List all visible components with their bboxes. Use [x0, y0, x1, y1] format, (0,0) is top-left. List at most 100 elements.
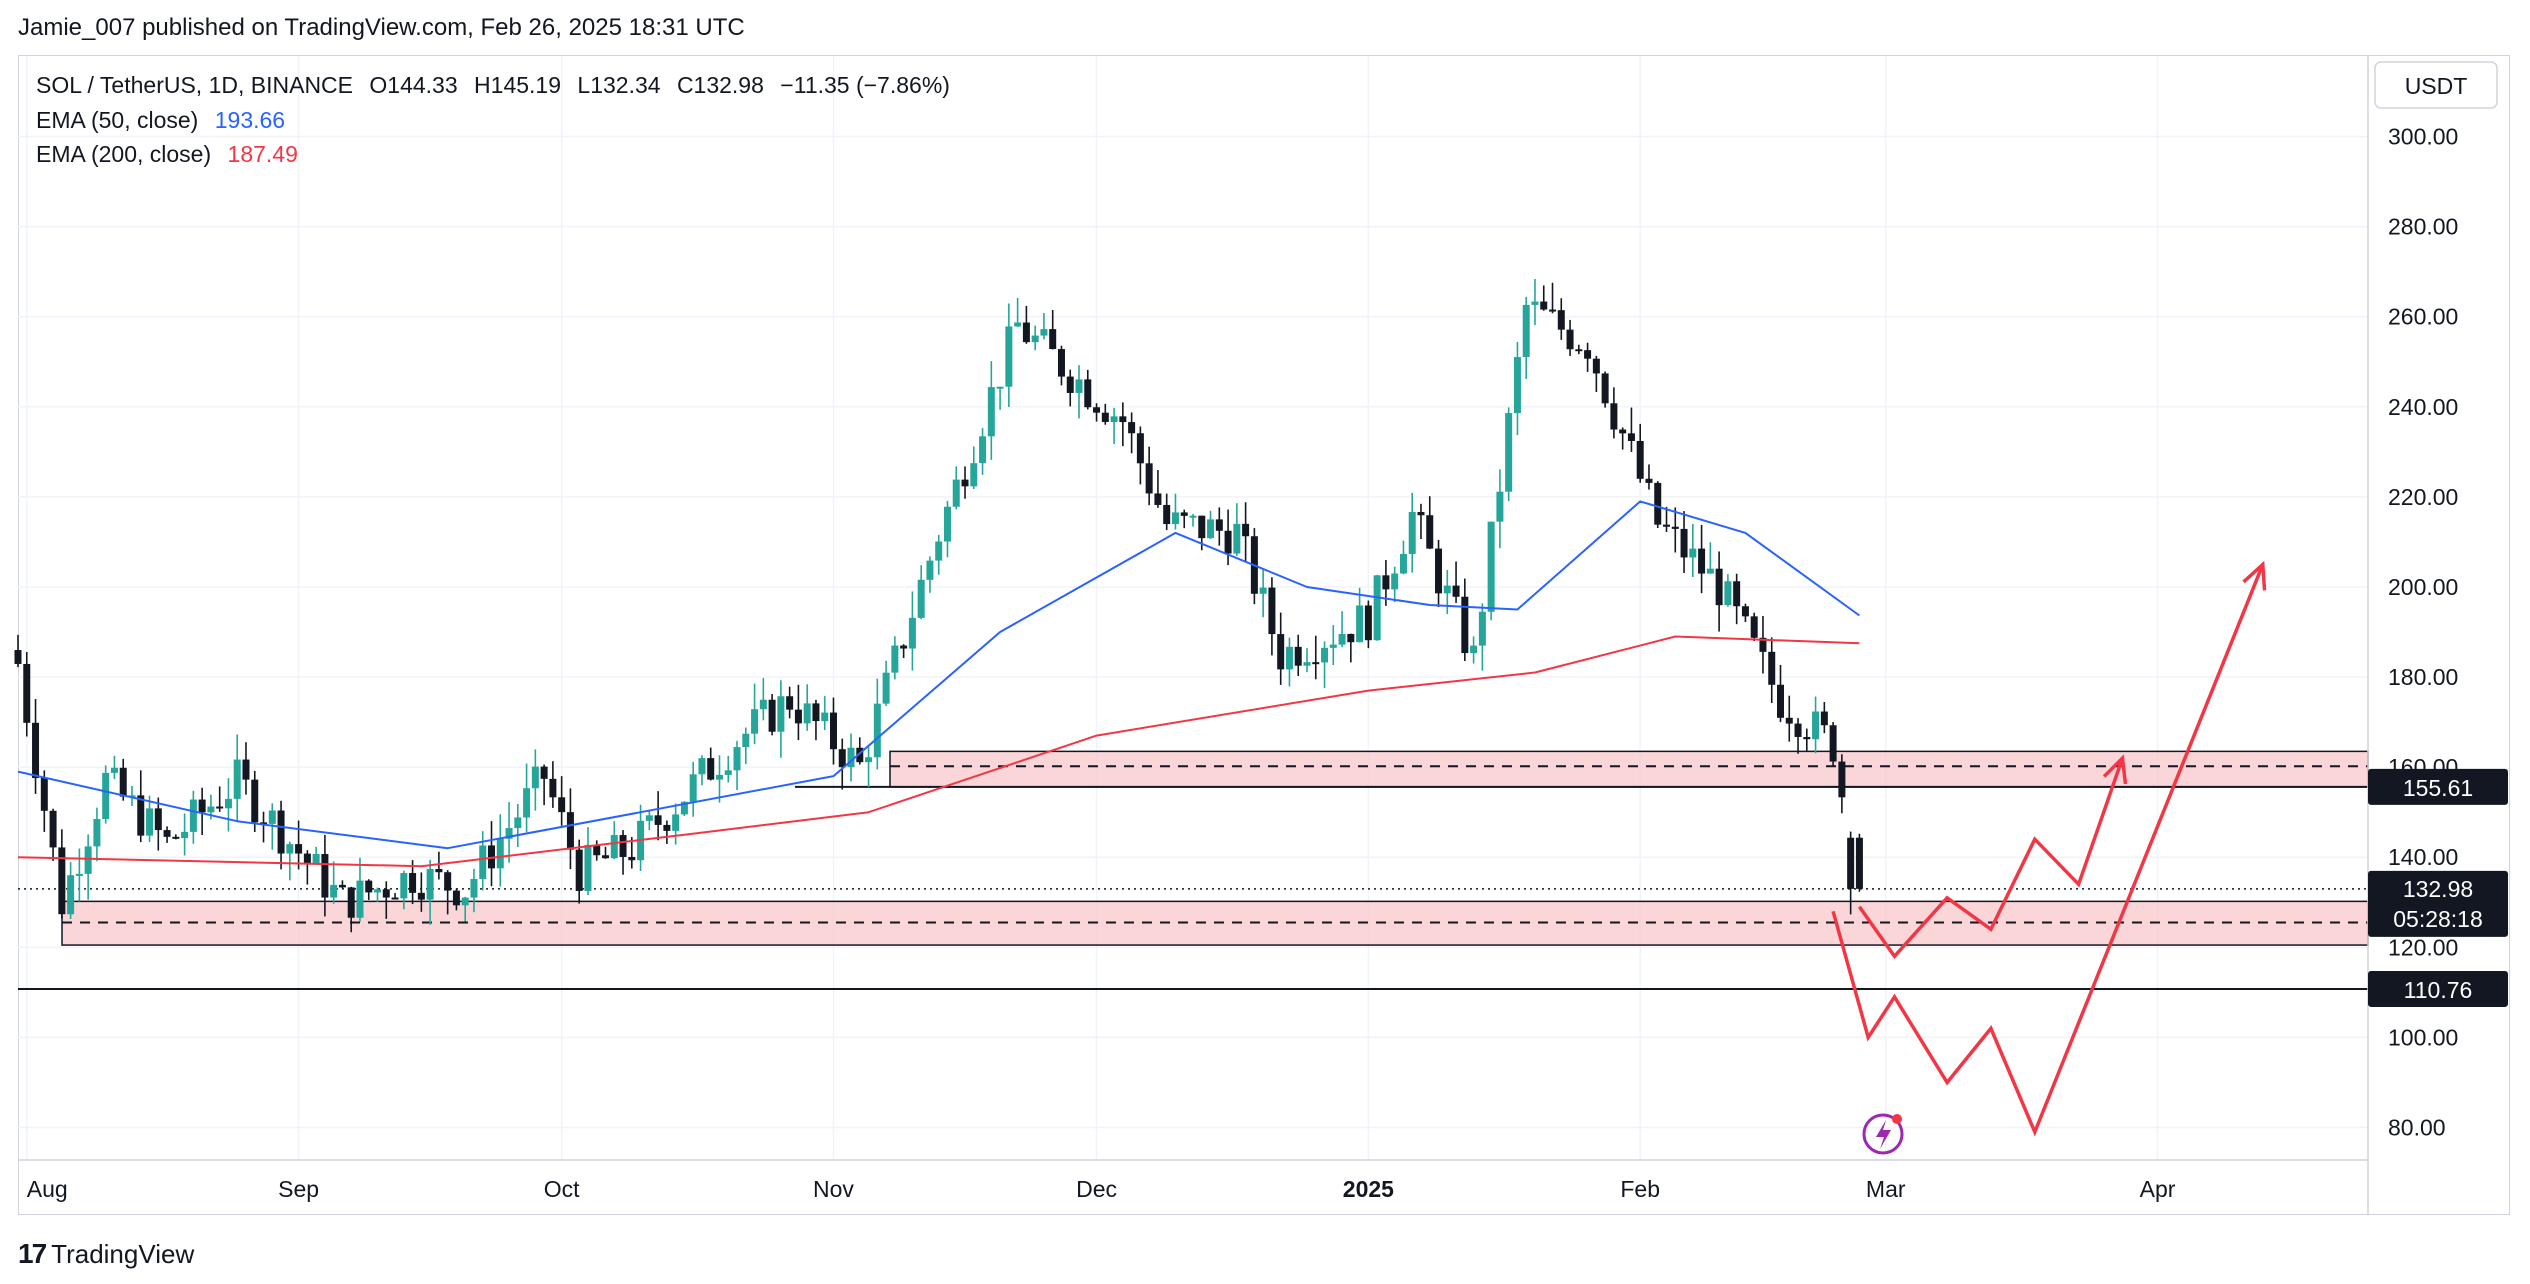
candles — [14, 278, 1863, 933]
candle-body — [14, 650, 22, 664]
candle-body — [1505, 413, 1513, 492]
candle-body — [1645, 478, 1653, 483]
price-tick-label: 100.00 — [2388, 1024, 2458, 1050]
candle-body — [198, 799, 206, 813]
candle-body — [260, 822, 268, 825]
candle-body — [1005, 326, 1013, 387]
candle-body — [1189, 515, 1197, 518]
candle-body — [1584, 350, 1592, 359]
candle-body — [1312, 662, 1320, 665]
currency-button — [2374, 61, 2498, 109]
candle-body — [908, 617, 916, 649]
candle-body — [251, 779, 259, 823]
candle-body — [1627, 433, 1635, 441]
candle-body — [979, 436, 987, 464]
candle-body — [1654, 482, 1662, 525]
candle-body — [891, 645, 899, 673]
candle-body — [549, 778, 557, 798]
bolt-icon[interactable] — [1862, 1113, 1904, 1155]
publish-info: Jamie_007 published on TradingView.com, … — [18, 14, 745, 41]
candle-body — [207, 806, 215, 813]
legend-ohlc: SOL / TetherUS, 1D, BINANCE O144.33 H145… — [36, 72, 960, 99]
candle-body — [1549, 309, 1557, 312]
price-tick-label: 300.00 — [2388, 124, 2458, 150]
price-axis[interactable]: USDT 300.00 280.00 260.00 240.00 220.00 200.00… — [2367, 56, 2498, 1214]
candle-body — [242, 759, 250, 780]
time-tick-label: Aug — [27, 1176, 68, 1202]
candle-body — [1382, 575, 1390, 590]
candle-body — [67, 875, 75, 915]
candle-body — [303, 853, 311, 864]
candle-body — [312, 854, 320, 864]
legend-symbol[interactable]: SOL / TetherUS, 1D, BINANCE — [36, 72, 354, 98]
candle-body — [996, 386, 1004, 389]
last-candle-body — [1855, 837, 1863, 889]
candle-body — [1487, 521, 1495, 612]
legend-change: −11.35 (−7.86%) — [780, 72, 950, 98]
candle-body — [628, 856, 636, 861]
last-price-tag-bg — [2368, 870, 2508, 937]
candle-body — [847, 747, 855, 768]
candle-body — [224, 798, 232, 809]
candle-body — [154, 808, 162, 831]
time-tick-label: Mar — [1866, 1176, 1906, 1202]
candle-body — [777, 696, 785, 732]
candle-body — [873, 703, 881, 758]
candle-body — [1461, 596, 1469, 654]
time-tick-label: Feb — [1620, 1176, 1660, 1202]
price-tick-label: 220.00 — [2388, 484, 2458, 510]
candle-body — [470, 878, 478, 898]
candle-body — [1049, 329, 1057, 350]
candle-body — [1663, 524, 1671, 527]
candle-body — [172, 836, 180, 839]
candle-body — [1812, 711, 1820, 740]
candle-body — [724, 770, 732, 775]
time-tick-label: 2025 — [1343, 1176, 1394, 1202]
candle-body — [786, 696, 794, 710]
candle-body — [1496, 491, 1504, 522]
candle-body — [374, 889, 382, 893]
tradingview-icon: 17 — [18, 1238, 47, 1269]
candle-body — [1610, 403, 1618, 430]
candle-body — [759, 699, 767, 710]
legend-open: O144.33 — [369, 72, 458, 98]
legend-ema200[interactable]: EMA (200, close) 187.49 — [36, 141, 308, 168]
candle-body — [1408, 512, 1416, 554]
candle-body — [882, 672, 890, 704]
candle-body — [672, 814, 680, 831]
candle-body — [1741, 606, 1749, 617]
candle-body — [1031, 335, 1039, 343]
candle-body — [1233, 523, 1241, 554]
price-tick-label: 180.00 — [2388, 664, 2458, 690]
candle-body — [540, 766, 548, 779]
candle-body — [1136, 433, 1144, 464]
candle-body — [400, 873, 408, 899]
time-axis[interactable]: Aug Sep Oct Nov Dec 2025 Feb Mar Apr — [18, 1159, 2368, 1202]
support-tag-text: 110.76 — [2404, 977, 2473, 1003]
candle-body — [102, 772, 110, 819]
candle-body — [452, 890, 460, 906]
candle-body — [575, 849, 583, 891]
candle-body — [1575, 349, 1583, 352]
candle-body — [1698, 548, 1706, 574]
candle-body — [1619, 429, 1627, 434]
tradingview-logo[interactable]: 17 TradingView — [18, 1238, 194, 1270]
candle-body — [584, 844, 592, 891]
candle-body — [110, 767, 118, 773]
candle-body — [321, 854, 329, 898]
candle-body — [1110, 416, 1118, 422]
candle-body — [1540, 301, 1548, 310]
candle-body — [1443, 585, 1451, 594]
legend-ema50[interactable]: EMA (50, close) 193.66 — [36, 107, 295, 134]
price-tick-label: 80.00 — [2388, 1115, 2446, 1141]
candle-body — [935, 541, 943, 561]
time-tick-label: Nov — [813, 1176, 854, 1202]
candle-body — [1259, 587, 1267, 594]
candle-body — [1452, 585, 1460, 597]
candle-body — [58, 847, 66, 915]
candle-body — [233, 759, 241, 799]
price-tick-label: 260.00 — [2388, 304, 2458, 330]
candle-body — [1522, 304, 1530, 358]
candle-body — [1075, 379, 1083, 393]
